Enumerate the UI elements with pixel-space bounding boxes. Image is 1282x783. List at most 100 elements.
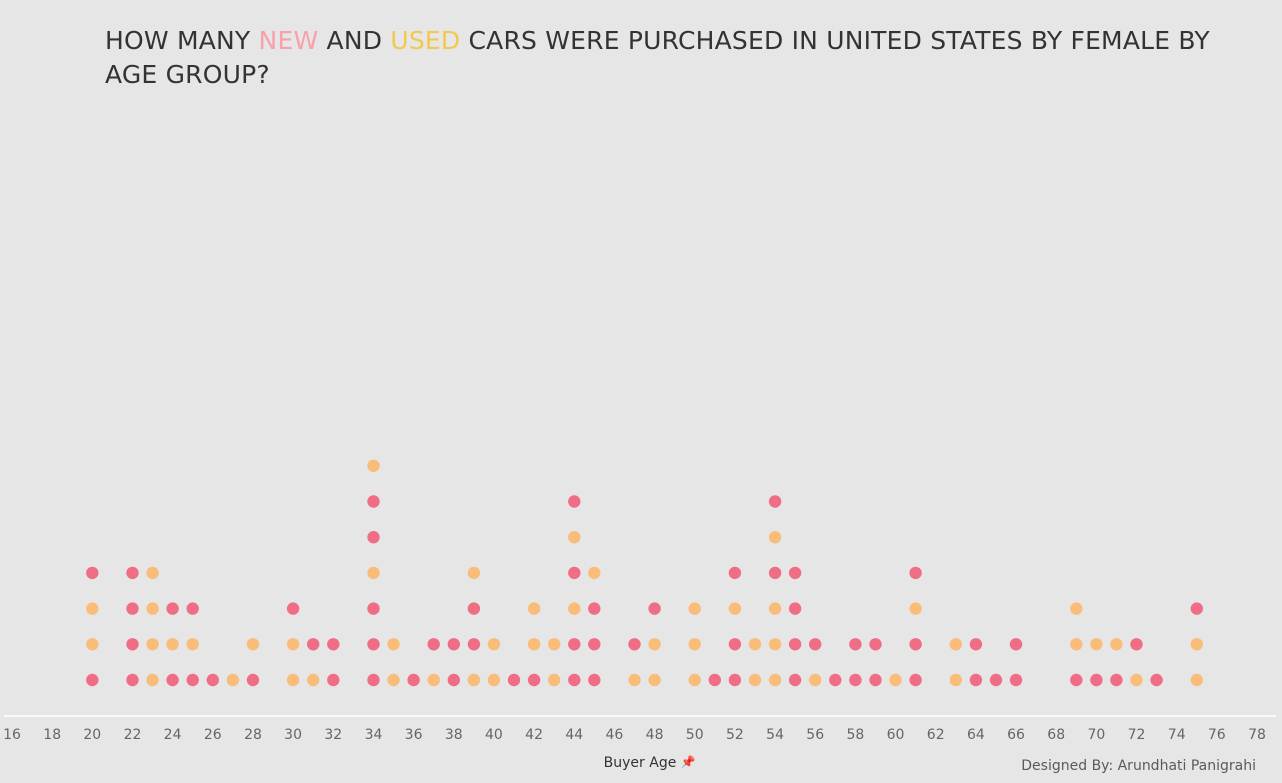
dot-age-55-4-new[interactable]: [788, 566, 802, 580]
dot-age-34-5-new[interactable]: [367, 531, 380, 544]
dot-age-34-4-used[interactable]: [367, 566, 380, 580]
dot-age-52-3-used[interactable]: [728, 602, 742, 615]
dot-age-44-3-used[interactable]: [568, 602, 581, 615]
dot-age-69-2-used[interactable]: [1070, 638, 1083, 651]
dot-age-40-2-used[interactable]: [487, 638, 501, 651]
dot-age-32-1-new[interactable]: [327, 673, 340, 687]
dot-age-42-3-used[interactable]: [527, 602, 541, 615]
dot-age-52-2-new[interactable]: [728, 638, 742, 651]
dot-age-44-4-new[interactable]: [568, 566, 581, 580]
dot-age-38-1-new[interactable]: [447, 673, 460, 687]
dot-age-20-1-new[interactable]: [86, 673, 99, 687]
dot-age-40-1-used[interactable]: [487, 673, 501, 687]
dot-age-42-1-new[interactable]: [527, 673, 541, 687]
dot-age-63-1-used[interactable]: [949, 673, 962, 687]
dot-age-71-1-new[interactable]: [1110, 673, 1123, 687]
dot-age-22-1-new[interactable]: [126, 673, 139, 687]
dot-age-24-3-new[interactable]: [166, 602, 179, 615]
dot-age-54-6-new[interactable]: [768, 495, 782, 508]
dot-age-65-1-new[interactable]: [989, 673, 1003, 687]
dot-age-44-2-new[interactable]: [568, 638, 581, 651]
dot-age-60-1-used[interactable]: [889, 673, 902, 687]
dot-age-48-1-used[interactable]: [648, 673, 661, 687]
dot-age-25-2-used[interactable]: [186, 638, 199, 651]
dot-age-63-2-used[interactable]: [949, 638, 962, 651]
dot-age-48-2-used[interactable]: [648, 638, 661, 651]
dot-age-42-2-used[interactable]: [527, 638, 541, 651]
dot-age-32-2-new[interactable]: [327, 638, 340, 651]
dot-age-59-1-new[interactable]: [869, 673, 882, 687]
dot-age-53-1-used[interactable]: [748, 673, 762, 687]
dot-age-35-2-used[interactable]: [387, 638, 400, 651]
dot-age-72-2-new[interactable]: [1130, 638, 1143, 651]
dot-age-55-3-new[interactable]: [788, 602, 802, 615]
dot-age-66-2-new[interactable]: [1009, 638, 1023, 651]
dot-age-24-2-used[interactable]: [166, 638, 179, 651]
dot-age-56-2-new[interactable]: [809, 638, 822, 651]
dot-age-73-1-new[interactable]: [1150, 673, 1163, 687]
dot-age-54-1-used[interactable]: [768, 673, 782, 687]
dot-age-50-1-used[interactable]: [688, 673, 701, 687]
dot-age-39-4-used[interactable]: [467, 566, 481, 580]
pin-icon[interactable]: 📌: [681, 754, 696, 769]
dot-age-41-1-new[interactable]: [507, 673, 521, 687]
dot-age-64-1-new[interactable]: [969, 673, 983, 687]
dot-age-52-1-new[interactable]: [728, 673, 742, 687]
dot-age-54-4-new[interactable]: [768, 566, 782, 580]
dot-age-61-1-new[interactable]: [909, 673, 922, 687]
dot-age-35-1-used[interactable]: [387, 673, 400, 687]
dot-age-20-2-used[interactable]: [86, 638, 99, 651]
dot-age-31-1-used[interactable]: [307, 673, 320, 687]
dot-age-34-2-new[interactable]: [367, 638, 380, 651]
dot-age-26-1-new[interactable]: [206, 673, 219, 687]
dot-age-55-1-new[interactable]: [788, 673, 802, 687]
x-axis-title[interactable]: Buyer Age 📌: [604, 754, 696, 771]
dot-age-47-1-used[interactable]: [628, 673, 641, 687]
dot-age-22-3-new[interactable]: [126, 602, 139, 615]
dot-age-30-1-used[interactable]: [286, 673, 300, 687]
dot-age-34-3-new[interactable]: [367, 602, 380, 615]
dot-age-54-3-used[interactable]: [768, 602, 782, 615]
dot-age-66-1-new[interactable]: [1009, 673, 1023, 687]
dot-age-69-1-new[interactable]: [1070, 673, 1083, 687]
dot-age-55-2-new[interactable]: [788, 638, 802, 651]
dot-age-45-1-new[interactable]: [588, 673, 601, 687]
dot-age-23-2-used[interactable]: [146, 638, 159, 651]
dot-age-70-1-new[interactable]: [1090, 673, 1103, 687]
dot-age-20-3-used[interactable]: [86, 602, 99, 615]
dot-age-25-1-new[interactable]: [186, 673, 199, 687]
dot-age-37-2-new[interactable]: [427, 638, 440, 651]
dot-age-51-1-new[interactable]: [708, 673, 721, 687]
dot-age-30-2-used[interactable]: [286, 638, 300, 651]
dot-age-44-1-new[interactable]: [568, 673, 581, 687]
dot-age-22-4-new[interactable]: [126, 566, 139, 580]
dot-age-71-2-used[interactable]: [1110, 638, 1123, 651]
dot-age-43-2-used[interactable]: [548, 638, 561, 651]
dot-age-50-2-used[interactable]: [688, 638, 701, 651]
dot-age-43-1-used[interactable]: [548, 673, 561, 687]
dot-age-52-4-new[interactable]: [728, 566, 742, 580]
dot-age-53-2-used[interactable]: [748, 638, 762, 651]
dot-age-38-2-new[interactable]: [447, 638, 460, 651]
dot-age-39-2-new[interactable]: [467, 638, 481, 651]
dot-age-75-3-new[interactable]: [1190, 602, 1204, 615]
dot-age-24-1-new[interactable]: [166, 673, 179, 687]
dot-age-34-1-new[interactable]: [367, 673, 380, 687]
dot-age-75-2-used[interactable]: [1190, 638, 1204, 651]
dot-age-44-6-new[interactable]: [568, 495, 581, 508]
dot-age-48-3-new[interactable]: [648, 602, 661, 615]
dot-age-27-1-used[interactable]: [226, 673, 240, 687]
dot-age-45-4-used[interactable]: [588, 566, 601, 580]
dot-age-34-7-used[interactable]: [367, 459, 380, 472]
dot-age-36-1-new[interactable]: [407, 673, 420, 687]
dot-age-56-1-used[interactable]: [809, 673, 822, 687]
dot-age-58-2-new[interactable]: [849, 638, 862, 651]
dot-age-69-3-used[interactable]: [1070, 602, 1083, 615]
dot-age-31-2-new[interactable]: [307, 638, 320, 651]
dot-age-23-3-used[interactable]: [146, 602, 159, 615]
dot-age-39-1-used[interactable]: [467, 673, 481, 687]
dot-age-44-5-used[interactable]: [568, 531, 581, 544]
dot-age-59-2-new[interactable]: [869, 638, 882, 651]
dot-age-25-3-new[interactable]: [186, 602, 199, 615]
dot-age-54-5-used[interactable]: [768, 531, 782, 544]
